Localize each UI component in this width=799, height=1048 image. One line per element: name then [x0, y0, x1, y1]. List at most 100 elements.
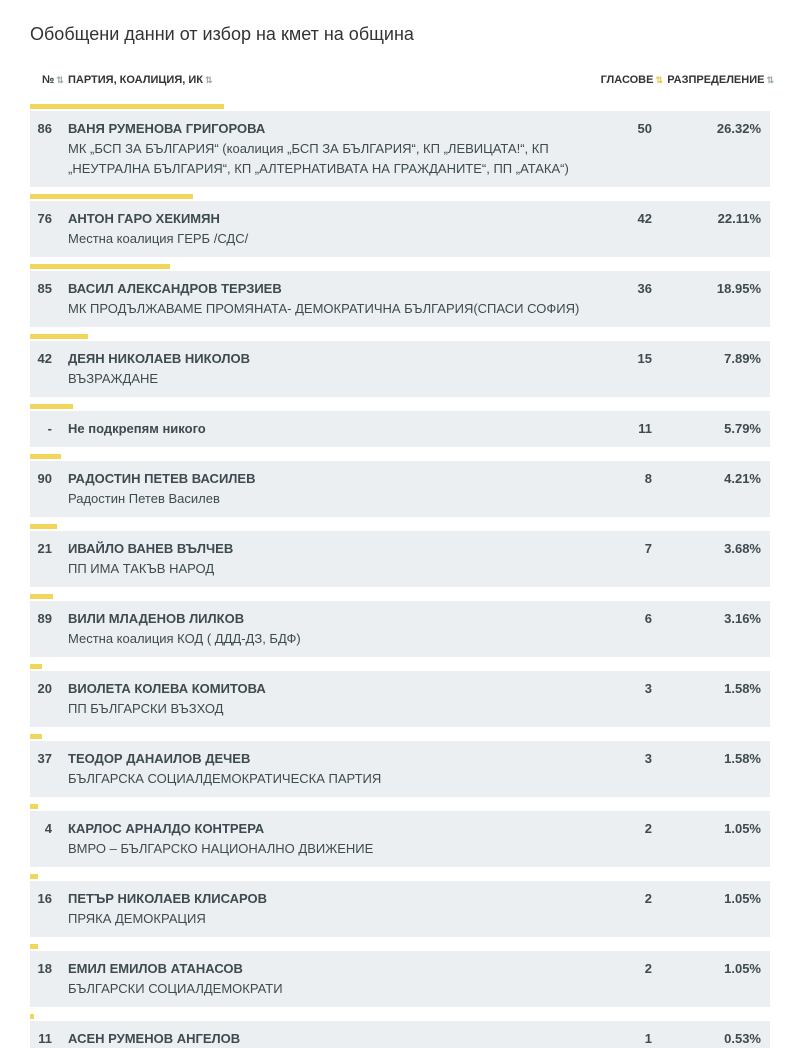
- row-block: 16 ПЕТЪР НИКОЛАЕВ КЛИСАРОВ ПРЯКА ДЕМОКРАЦИ…: [30, 881, 770, 937]
- row-block: 20 ВИОЛЕТА КОЛЕВА КОМИТОВА ПП БЪЛГАРСКИ ВЪ…: [30, 671, 770, 727]
- candidate-number: 85: [37, 281, 52, 296]
- candidate-number: 76: [37, 211, 52, 226]
- row-block: 85 ВАСИЛ АЛЕКСАНДРОВ ТЕРЗИЕВ МК ПРОДЪЛЖАВА…: [30, 271, 770, 327]
- result-row: 42 ДЕЯН НИКОЛАЕВ НИКОЛОВ ВЪЗРАЖДАНЕ 15 7.89%: [30, 334, 770, 397]
- party-name: Местна коалиция КОД ( ДДД-ДЗ, БДФ): [68, 631, 301, 646]
- share-bar: [30, 734, 42, 739]
- candidate-name: ИВАЙЛО ВАНЕВ ВЪЛЧЕВ: [68, 541, 234, 556]
- share-bar: [30, 874, 38, 879]
- share-bar: [30, 104, 224, 109]
- candidate-name: ВИОЛЕТА КОЛЕВА КОМИТОВА: [68, 681, 266, 696]
- share-bar: [30, 524, 58, 529]
- share: 1.58%: [724, 751, 761, 766]
- share: 3.68%: [724, 541, 761, 556]
- share: 22.11%: [717, 211, 761, 226]
- sort-number[interactable]: № ⇅: [42, 74, 64, 86]
- share-bar: [30, 664, 42, 669]
- share: 0.53%: [724, 1031, 761, 1046]
- share: 18.95%: [716, 281, 761, 296]
- result-row: 18 ЕМИЛ ЕМИЛОВ АТАНАСОВ БЪЛГАРСКИ СОЦИАЛДЕ…: [30, 944, 770, 1007]
- share-bar: [30, 334, 89, 339]
- candidate-number: 21: [37, 541, 52, 556]
- sort-icon: ⇅: [56, 75, 64, 85]
- votes: 15: [637, 351, 652, 366]
- share: 5.79%: [724, 421, 761, 436]
- result-row: 16 ПЕТЪР НИКОЛАЕВ КЛИСАРОВ ПРЯКА ДЕМОКРАЦИ…: [30, 874, 770, 937]
- votes: 36: [637, 281, 652, 296]
- share: 26.32%: [716, 121, 761, 136]
- share-bar: [30, 404, 73, 409]
- votes: 3: [644, 681, 652, 696]
- header-number: №: [42, 74, 55, 86]
- party-name: ВЪЗРАЖДАНЕ: [68, 371, 159, 386]
- sort-party[interactable]: ПАРТИЯ, КОАЛИЦИЯ, ИК ⇅: [68, 74, 213, 86]
- votes: 11: [638, 421, 652, 436]
- candidate-name: АНТОН ГАРО ХЕКИМЯН: [68, 211, 220, 226]
- party-name: Местна коалиция ГЕРБ /СДС/: [68, 231, 249, 246]
- votes: 7: [644, 541, 652, 556]
- candidate-name: ЕМИЛ ЕМИЛОВ АТАНАСОВ: [68, 961, 243, 976]
- party-name: ПП БЪЛГАРСКИ ВЪЗХОД: [68, 701, 224, 716]
- candidate-info: ВАСИЛ АЛЕКСАНДРОВ ТЕРЗИЕВ МК ПРОДЪЛЖАВАМЕ…: [68, 279, 590, 319]
- candidate-name: КАРЛОС АРНАЛДО КОНТРЕРА: [68, 821, 265, 836]
- candidate-info: ВАНЯ РУМЕНОВА ГРИГОРОВА МК „БСП ЗА БЪЛГАР…: [68, 119, 590, 179]
- table-body: 8 6 ВАНЯ РУМЕНОВА ГРИГОРОВА МК „БСП ЗА БЪЛГ…: [30, 104, 770, 1048]
- row-block: 76 АНТОН ГАРО ХЕКИМЯН Местна коалиция ГЕРБ…: [30, 201, 770, 257]
- votes: 42: [637, 211, 652, 226]
- votes: 3: [644, 751, 652, 766]
- row-block: 89 ВИЛИ МЛАДЕНОВ ЛИЛКОВ Местна коалиция КО…: [30, 601, 770, 657]
- party-name: МК ПРОДЪЛЖАВАМЕ ПРОМЯНАТА- ДЕМОКРАТИЧНА …: [68, 301, 580, 316]
- candidate-info: КАРЛОС АРНАЛДО КОНТРЕРА ВМРО – БЪЛГАРСКО …: [68, 819, 590, 859]
- result-row: 89 ВИЛИ МЛАДЕНОВ ЛИЛКОВ Местна коалиция КО…: [30, 594, 770, 657]
- votes: 2: [644, 821, 652, 836]
- row-block: 42 ДЕЯН НИКОЛАЕВ НИКОЛОВ ВЪЗРАЖДАНЕ 15 7.89%: [30, 341, 770, 397]
- candidate-info: АНТОН ГАРО ХЕКИМЯН Местна коалиция ГЕРБ /…: [68, 209, 590, 249]
- candidate-number: 20: [37, 681, 52, 696]
- candidate-info: ПЕТЪР НИКОЛАЕВ КЛИСАРОВ ПРЯКА ДЕМОКРАЦИЯ: [68, 889, 590, 929]
- votes: 8: [644, 471, 652, 486]
- party-name: БЪЛГАРСКА СОЦИАЛДЕМОКРАТИЧЕСКА ПАРТИЯ: [68, 771, 382, 786]
- party-name: Радостин Петев Василев: [68, 491, 220, 506]
- candidate-number: 42: [37, 351, 52, 366]
- candidate-name: ПЕТЪР НИКОЛАЕВ КЛИСАРОВ: [68, 891, 268, 906]
- result-row: 21 ИВАЙЛО ВАНЕВ ВЪЛЧЕВ ПП ИМА ТАКЪВ НАРОД 7…: [30, 524, 770, 587]
- candidate-info: ЕМИЛ ЕМИЛОВ АТАНАСОВ БЪЛГАРСКИ СОЦИАЛДЕМО…: [68, 959, 590, 999]
- party-name: БЪЛГАРСКИ СОЦИАЛДЕМОКРАТИ: [68, 981, 283, 996]
- candidate-name: АСЕН РУМЕНОВ АНГЕЛОВ: [68, 1031, 241, 1046]
- sort-share[interactable]: РАЗПРЕДЕЛЕНИЕ ⇅: [667, 74, 774, 86]
- candidate-info: ИВАЙЛО ВАНЕВ ВЪЛЧЕВ ПП ИМА ТАКЪВ НАРОД: [68, 539, 590, 579]
- candidate-name: ДЕЯН НИКОЛАЕВ НИКОЛОВ: [68, 351, 250, 366]
- candidate-number: 90: [37, 471, 52, 486]
- share: 1.58%: [724, 681, 761, 696]
- party-name: МК „БСП ЗА БЪЛГАРИЯ“ (коалиция „БСП ЗА Б…: [68, 141, 569, 176]
- row-block: 21 ИВАЙЛО ВАНЕВ ВЪЛЧЕВ ПП ИМА ТАКЪВ НАРОД 7…: [30, 531, 770, 587]
- result-row: 11 АСЕН РУМЕНОВ АНГЕЛОВСБОР 1 0.53%: [30, 1014, 770, 1048]
- candidate-number: 18: [37, 961, 52, 976]
- candidate-number: 89: [37, 611, 52, 626]
- share: 4.21%: [724, 471, 761, 486]
- row-block: 18 ЕМИЛ ЕМИЛОВ АТАНАСОВ БЪЛГАРСКИ СОЦИАЛДЕ…: [30, 951, 770, 1007]
- votes: 1: [644, 1031, 652, 1046]
- row-block: 11 АСЕН РУМЕНОВ АНГЕЛОВСБОР 1 0.53%: [30, 1021, 770, 1048]
- candidate-info: ДЕЯН НИКОЛАЕВ НИКОЛОВ ВЪЗРАЖДАНЕ: [68, 349, 590, 389]
- sort-votes[interactable]: ГЛАСОВЕ ⇅: [601, 74, 663, 86]
- share-bar: [30, 194, 193, 199]
- candidate-number: 11: [38, 1031, 52, 1046]
- share-bar: [30, 594, 54, 599]
- votes: 2: [644, 961, 652, 976]
- row-block: 90 РАДОСТИН ПЕТЕВ ВАСИЛЕВ Радостин Петев В…: [30, 461, 770, 517]
- page-title: Обобщени данни от избор на кмет на общин…: [30, 24, 414, 44]
- candidate-info: ВИОЛЕТА КОЛЕВА КОМИТОВА ПП БЪЛГАРСКИ ВЪЗХ…: [68, 679, 590, 719]
- header-share: РАЗПРЕДЕЛЕНИЕ: [667, 74, 765, 86]
- candidate-name: Не подкрепям никого: [68, 421, 206, 436]
- candidate-name: ВАНЯ РУМЕНОВА ГРИГОРОВА: [68, 121, 266, 136]
- result-row: 90 РАДОСТИН ПЕТЕВ ВАСИЛЕВ Радостин Петев В…: [30, 454, 770, 517]
- share-bar: [30, 944, 38, 949]
- result-row: 85 ВАСИЛ АЛЕКСАНДРОВ ТЕРЗИЕВ МК ПРОДЪЛЖАВА…: [30, 264, 770, 327]
- candidate-name: ВАСИЛ АЛЕКСАНДРОВ ТЕРЗИЕВ: [68, 281, 282, 296]
- row-block: 37 ТЕОДОР ДАНАИЛОВ ДЕЧЕВ БЪЛГАРСКА СОЦИАЛД…: [30, 741, 770, 797]
- candidate-number: 4: [44, 821, 52, 836]
- votes: 6: [644, 611, 652, 626]
- sort-icon: ⇅: [204, 75, 213, 85]
- result-row: - Не подкрепям никого 11 5.79%: [30, 404, 770, 447]
